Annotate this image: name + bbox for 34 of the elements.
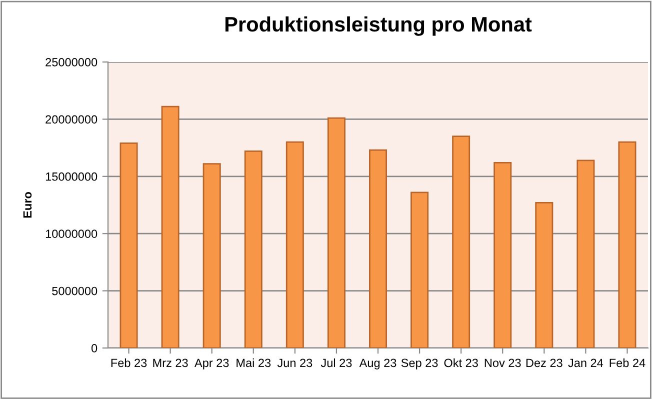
y-tick-label: 20000000 bbox=[46, 115, 98, 124]
y-tick-label: 0 bbox=[91, 344, 98, 352]
bar bbox=[161, 106, 180, 348]
bar bbox=[327, 117, 346, 348]
x-tick-label: Feb 24 bbox=[610, 358, 646, 368]
y-tick-label: 10000000 bbox=[46, 230, 98, 238]
y-tick-label: 15000000 bbox=[46, 172, 98, 181]
bar bbox=[244, 150, 262, 348]
x-tick-label: Feb 23 bbox=[111, 358, 147, 368]
bar bbox=[202, 163, 221, 348]
x-tick-label: Dez 23 bbox=[526, 358, 562, 368]
bar bbox=[494, 162, 512, 348]
y-tick-label: 25000000 bbox=[46, 58, 98, 66]
x-tick-label: Jul 23 bbox=[320, 358, 352, 368]
bar bbox=[286, 141, 304, 348]
x-tick-label: Nov 23 bbox=[484, 358, 521, 368]
x-tick-label: Okt 23 bbox=[444, 358, 478, 368]
y-axis-title: Euro bbox=[23, 192, 32, 218]
x-tick-label: Sep 23 bbox=[401, 358, 438, 370]
x-tick-label: Mrz 23 bbox=[153, 358, 188, 368]
chart-title: Produktionsleistung pro Monat bbox=[225, 16, 532, 36]
bar bbox=[452, 136, 470, 348]
bar bbox=[410, 192, 429, 348]
x-tick-label: Apr 23 bbox=[194, 358, 229, 370]
bar bbox=[120, 142, 138, 348]
x-tick-label: Mai 23 bbox=[236, 358, 271, 368]
x-tick-label: Aug 23 bbox=[359, 358, 396, 370]
x-tick-label: Jun 23 bbox=[277, 358, 312, 368]
x-tick-label: Jan 24 bbox=[568, 358, 604, 368]
bar bbox=[368, 149, 388, 348]
bar bbox=[576, 160, 595, 348]
bar bbox=[618, 141, 636, 348]
bar bbox=[535, 202, 554, 348]
y-tick-label: 5000000 bbox=[52, 286, 98, 296]
